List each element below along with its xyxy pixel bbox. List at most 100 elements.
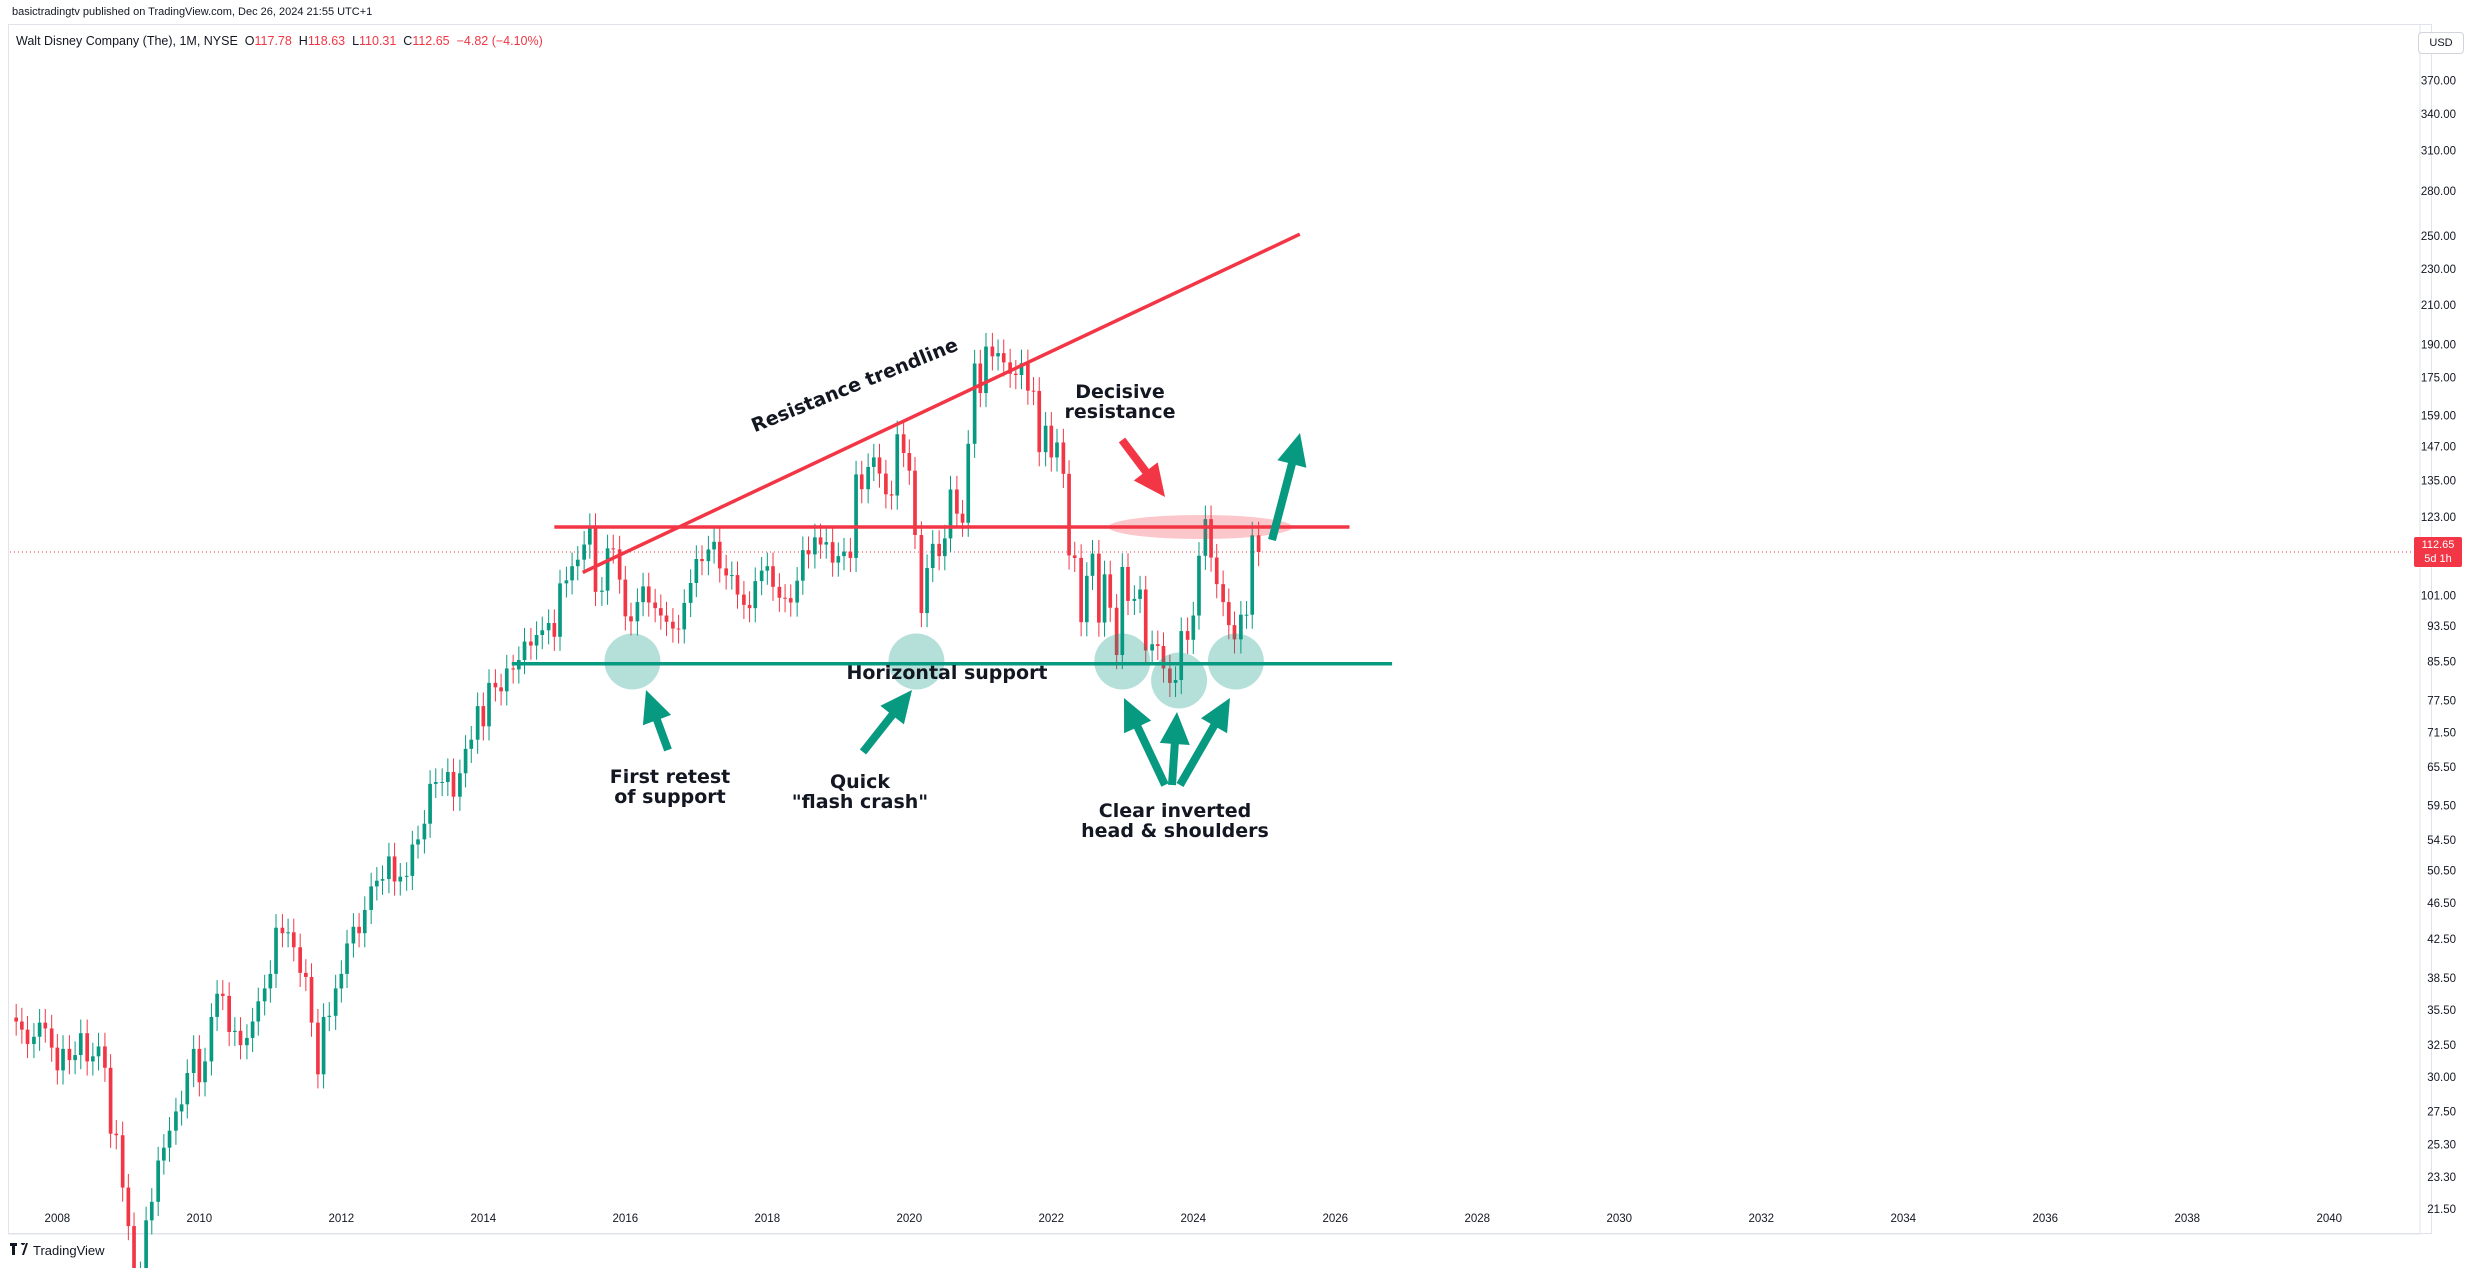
candle-body [978, 363, 983, 394]
change-value: −4.82 (−4.10%) [456, 34, 543, 48]
candle-body [475, 706, 480, 740]
y-tick-label: 65.50 [2427, 762, 2456, 774]
candle-body [233, 1030, 237, 1032]
support-touch-circle [1207, 633, 1264, 690]
resistance-trendline [581, 232, 1301, 575]
candle-body [49, 1028, 54, 1048]
candle-body [1138, 589, 1142, 599]
y-tick-label: 101.00 [2421, 590, 2456, 602]
candle-body [167, 1130, 172, 1148]
candle-body [1049, 425, 1054, 458]
symbol-name: Walt Disney Company (The), 1M, NYSE [16, 34, 238, 48]
candle-body [1179, 631, 1184, 680]
footer-brand[interactable]: TradingView [10, 1241, 105, 1259]
candle-body [1232, 625, 1237, 640]
candle-body [351, 926, 356, 944]
candle-body [717, 541, 722, 569]
candle-body [1256, 535, 1261, 553]
candle-body [32, 1036, 36, 1044]
y-tick-label: 46.50 [2427, 898, 2456, 910]
y-tick-label: 35.50 [2427, 1005, 2456, 1017]
candle-body [522, 641, 527, 661]
last-price-value: 112.65 [2421, 539, 2455, 551]
candle-body [753, 581, 758, 609]
candle-body [410, 844, 415, 876]
candle-body [191, 1048, 196, 1073]
candle-body [990, 346, 995, 357]
candle-body [836, 556, 841, 563]
low-value: 110.31 [359, 34, 397, 48]
candle-body [848, 551, 853, 558]
head-arrow-shape [1159, 712, 1190, 786]
candle-body [280, 927, 285, 934]
candle-body [729, 575, 734, 577]
candle-body [487, 682, 491, 727]
candle-body [463, 748, 468, 774]
candle-body [813, 537, 817, 555]
candle-body [1067, 473, 1071, 556]
candle-body [1114, 607, 1119, 656]
candle-body [274, 927, 278, 974]
candle-body [1008, 362, 1012, 374]
candle-body [215, 993, 219, 1017]
candle-body [1055, 442, 1059, 458]
y-tick-label: 210.00 [2421, 300, 2456, 312]
candle-body [877, 457, 882, 474]
symbol-legend: Walt Disney Company (The), 1M, NYSE O117… [16, 34, 543, 48]
candle-body [830, 542, 835, 563]
publisher-line: basictradingtv published on TradingView.… [12, 6, 373, 18]
flash-crash-arrow [859, 690, 912, 755]
candle-body [1221, 584, 1225, 603]
x-tick-label: 2014 [471, 1213, 497, 1225]
candle-body [416, 839, 420, 845]
candle-body [1197, 555, 1201, 616]
low-label: L [352, 34, 360, 48]
close-value: 112.65 [412, 34, 450, 48]
support-touch-circle [1151, 652, 1208, 709]
support-touch-circle [888, 633, 945, 690]
currency-selector[interactable]: USD [2418, 32, 2464, 54]
candle-body [1108, 574, 1113, 608]
candle-body [209, 1016, 214, 1062]
candle-body [316, 1022, 320, 1075]
candle-body [380, 879, 385, 881]
candle-body [605, 548, 610, 591]
candle-body [91, 1056, 95, 1062]
candle-body [942, 538, 947, 557]
candle-body [256, 1001, 261, 1022]
first-retest-arrow [642, 690, 672, 752]
candle-body [132, 1226, 136, 1268]
candle-body [433, 781, 438, 784]
candle-body [1226, 602, 1231, 626]
candle-body [742, 594, 746, 605]
candle-body [262, 988, 267, 1002]
footer-logo-text: TradingView [33, 1243, 105, 1258]
candle-body [534, 634, 539, 646]
x-tick-label: 2020 [897, 1213, 923, 1225]
candle-body [1090, 553, 1095, 576]
candle-body [1132, 598, 1137, 601]
candle-body [493, 682, 498, 688]
candle-body [268, 973, 273, 989]
candle-body [511, 668, 515, 670]
candle-body [1026, 363, 1030, 391]
candle-body [96, 1046, 101, 1057]
candle-body [800, 550, 805, 581]
y-tick-label: 27.50 [2427, 1106, 2456, 1118]
candle-body [73, 1055, 77, 1061]
candle-body [25, 1029, 30, 1044]
candle-body [120, 1135, 125, 1188]
y-tick-label: 30.00 [2427, 1072, 2456, 1084]
candle-body [593, 526, 598, 592]
candle-body [1239, 614, 1243, 640]
decisive-resistance-arrow [1118, 437, 1165, 497]
candle-body [14, 1017, 19, 1022]
y-tick-label: 310.00 [2421, 145, 2456, 157]
y-tick-label: 159.00 [2421, 410, 2456, 422]
candle-body [1043, 425, 1048, 453]
candle-body [156, 1160, 161, 1202]
candle-body [955, 489, 959, 514]
candle-body [712, 541, 716, 550]
candle-body [1079, 557, 1083, 623]
